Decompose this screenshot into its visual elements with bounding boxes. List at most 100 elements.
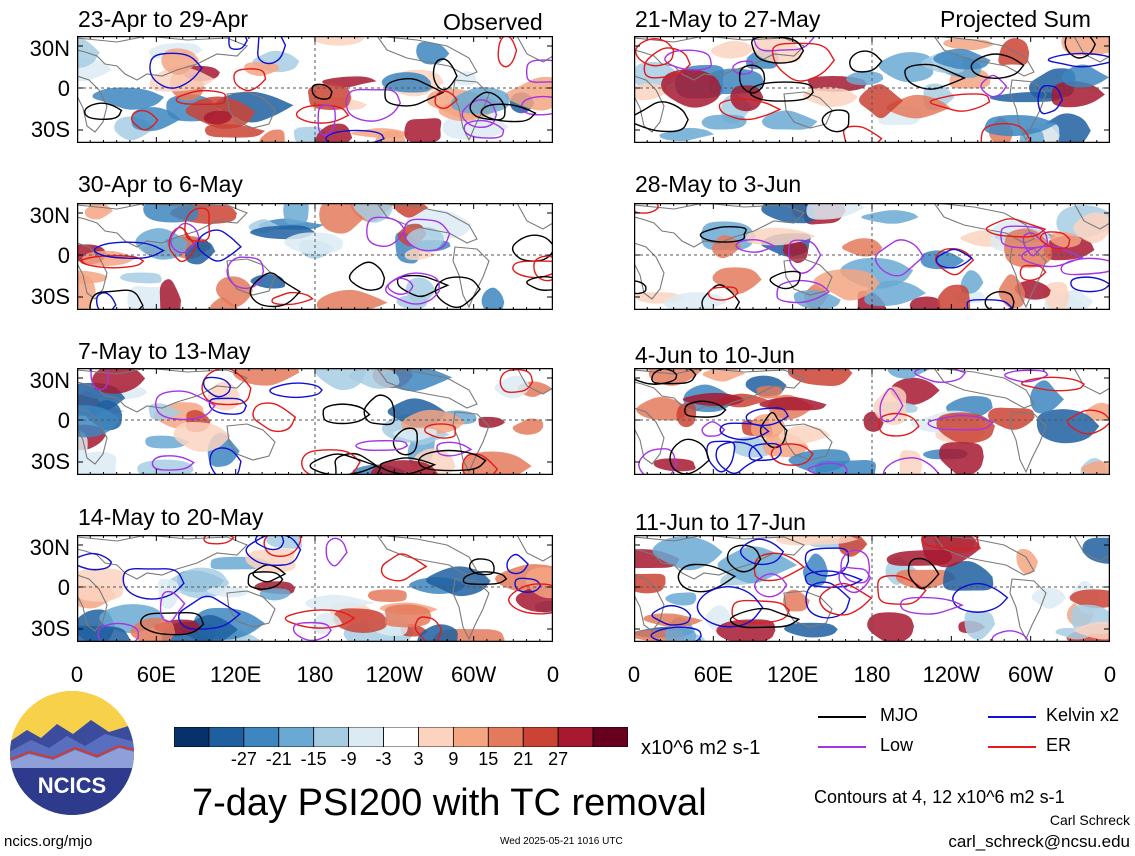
coastline (77, 36, 248, 81)
contour (701, 421, 726, 437)
shaded-anomaly (665, 592, 697, 606)
coastline (516, 36, 553, 63)
contour (927, 414, 995, 431)
shaded-anomaly (384, 604, 432, 628)
shaded-anomaly (159, 279, 181, 310)
contour (1019, 264, 1047, 281)
shaded-anomaly (206, 586, 250, 598)
contour (749, 81, 814, 102)
shaded-anomaly (909, 296, 941, 310)
shaded-anomaly (663, 292, 728, 310)
contour (677, 563, 737, 593)
legend-line-er (988, 746, 1036, 748)
coastline (634, 242, 665, 300)
shaded-anomaly (143, 203, 199, 223)
shaded-anomaly (939, 442, 984, 475)
contour (201, 368, 252, 406)
shaded-anomaly (1016, 548, 1038, 575)
land-outline (634, 36, 1110, 142)
shaded-anomaly (512, 418, 544, 435)
shaded-anomaly (284, 232, 344, 255)
contour (151, 455, 196, 471)
contour (95, 292, 117, 310)
contour (245, 535, 302, 566)
coastline (1009, 411, 1047, 474)
shaded-anomaly (135, 228, 188, 260)
tick-marks (77, 368, 553, 475)
contour (899, 596, 964, 615)
contour (462, 571, 508, 585)
contour (907, 557, 940, 590)
colorbar-tick-label: 15 (478, 749, 499, 769)
legend-label-kelvin: Kelvin x2 (1046, 705, 1120, 725)
contour (89, 289, 144, 310)
coastline (1073, 535, 1110, 562)
contour (249, 272, 302, 308)
shaded-anomaly (634, 573, 666, 594)
shaded-anomaly (861, 210, 919, 224)
shaded-anomaly (367, 589, 407, 602)
contour (511, 234, 553, 262)
coastline (1073, 203, 1110, 230)
shaded-anomaly (788, 449, 851, 473)
latitude-label: 0 (57, 408, 70, 433)
legend-label-low: Low (880, 735, 914, 755)
shaded-anomaly (396, 294, 428, 310)
contour (149, 52, 203, 89)
shaded-anomaly (711, 40, 754, 59)
coastline (634, 203, 805, 248)
coastline (226, 258, 276, 296)
latitude-label: 0 (57, 575, 70, 600)
shaded-anomaly (803, 87, 858, 107)
shaded-anomaly (426, 566, 491, 597)
colorbar-units: x10^6 m2 s-1 (641, 737, 761, 759)
shaded-anomaly (1085, 402, 1110, 421)
colorbar-tick-label: 9 (448, 749, 459, 769)
shaded-anomaly (158, 578, 180, 609)
contour (178, 595, 241, 630)
shaded-anomaly (1061, 64, 1109, 88)
shaded-anomaly (859, 84, 904, 119)
shaded-anomaly (806, 203, 865, 220)
colorbar-tick-label: -3 (375, 749, 392, 769)
contour (904, 63, 967, 90)
contour (980, 122, 1031, 143)
shaded-anomaly (404, 247, 438, 261)
shaded-anomaly (305, 594, 375, 612)
coastline (1009, 578, 1047, 641)
contour (203, 535, 235, 545)
shaded-anomaly (1036, 409, 1100, 444)
contour (748, 442, 782, 462)
longitude-label: 60W (451, 662, 497, 687)
contour (929, 93, 991, 112)
contour (292, 621, 332, 642)
author-name: Carl Schreck (1049, 812, 1130, 828)
shaded-anomaly (762, 110, 818, 130)
shaded-anomaly (936, 412, 995, 444)
colorbar-box (487, 727, 524, 747)
land-outline (634, 368, 1110, 474)
latitude-label: 0 (57, 243, 70, 268)
panel-title: 21-May to 27-May (635, 6, 821, 32)
contour (726, 544, 762, 573)
shaded-anomaly (787, 368, 853, 387)
shaded-anomaly (653, 458, 696, 472)
shaded-anomaly (1080, 460, 1110, 475)
coastline (226, 423, 276, 461)
contour (469, 91, 506, 121)
latitude-label: 30N (29, 368, 70, 393)
contour (1020, 376, 1086, 392)
contour (392, 427, 419, 456)
contour (77, 552, 113, 571)
colorbar-box (452, 727, 489, 747)
website-link[interactable]: ncics.org/mjo (4, 833, 93, 850)
shaded-anomaly (1082, 537, 1110, 564)
shaded-anomaly (1061, 36, 1110, 56)
contour (317, 104, 337, 137)
contour (696, 585, 764, 628)
contour (842, 125, 883, 143)
coastline (634, 407, 665, 465)
shaded-anomaly (1029, 380, 1064, 414)
panel-title: 28-May to 3-Jun (635, 171, 802, 197)
contour (384, 77, 445, 107)
